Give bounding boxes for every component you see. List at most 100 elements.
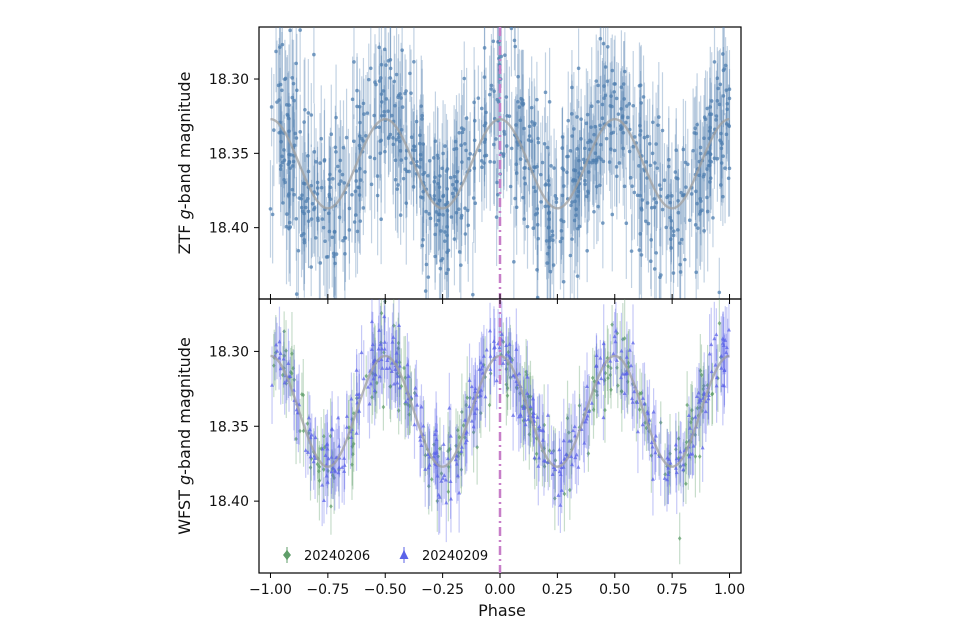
data-point <box>291 366 295 371</box>
data-point <box>548 235 553 240</box>
data-point <box>594 79 599 83</box>
data-point <box>577 403 582 408</box>
data-point <box>529 105 534 110</box>
data-point <box>316 216 320 220</box>
data-point <box>518 118 523 123</box>
data-point <box>329 454 334 459</box>
data-point <box>355 88 359 93</box>
data-point <box>280 88 284 93</box>
data-point <box>512 38 517 43</box>
data-point <box>290 164 295 168</box>
data-point <box>642 401 647 406</box>
data-point <box>652 205 657 210</box>
data-point <box>703 117 708 122</box>
data-point <box>349 396 354 401</box>
data-point <box>414 119 419 124</box>
data-point <box>501 361 506 365</box>
data-point <box>674 470 679 475</box>
data-point <box>358 120 362 125</box>
data-point <box>353 213 358 217</box>
data-point <box>339 179 343 183</box>
data-point <box>476 96 481 100</box>
data-point <box>576 66 581 71</box>
data-point <box>379 62 384 67</box>
data-point <box>364 133 368 138</box>
data-point <box>387 135 391 139</box>
data-point <box>446 448 450 454</box>
data-point <box>427 462 432 467</box>
data-point <box>420 117 424 121</box>
data-point <box>281 356 286 361</box>
data-point <box>649 238 654 242</box>
data-point <box>393 158 398 163</box>
data-point <box>379 310 384 316</box>
data-point <box>645 201 650 205</box>
data-point <box>577 158 581 163</box>
data-point <box>366 77 371 82</box>
data-point <box>598 142 603 147</box>
data-point <box>482 161 486 165</box>
data-point <box>419 443 424 447</box>
data-point <box>295 88 299 93</box>
data-point <box>491 39 496 44</box>
data-point <box>270 212 275 217</box>
data-point <box>537 424 542 429</box>
data-point <box>532 455 537 460</box>
data-point <box>582 440 587 445</box>
data-point <box>296 248 301 253</box>
data-point <box>443 230 447 234</box>
data-point <box>711 216 715 220</box>
data-point <box>301 232 306 236</box>
data-point <box>589 125 593 129</box>
data-point <box>543 90 548 95</box>
data-point <box>489 87 493 91</box>
data-point <box>676 199 680 203</box>
data-point <box>684 481 688 487</box>
data-point <box>420 243 425 248</box>
data-point <box>525 374 530 379</box>
data-point <box>568 253 573 258</box>
data-point <box>690 407 694 413</box>
triangle-marker-icon <box>399 550 409 559</box>
data-point <box>468 395 472 401</box>
data-point <box>343 252 347 256</box>
data-point <box>708 125 712 130</box>
data-point <box>676 436 681 441</box>
data-point <box>286 116 291 121</box>
data-point <box>622 69 627 74</box>
bottom-y-ticks: 18.30 18.35 18.40 <box>209 344 259 510</box>
data-point <box>457 490 462 495</box>
data-point <box>460 160 464 164</box>
data-point <box>464 148 468 153</box>
data-point <box>635 429 640 434</box>
data-point <box>434 223 439 227</box>
data-point <box>559 488 564 492</box>
data-point <box>688 451 693 456</box>
data-point <box>309 113 314 117</box>
data-point <box>707 129 712 133</box>
data-point <box>518 391 522 396</box>
data-point <box>459 263 463 267</box>
data-point <box>380 366 385 370</box>
data-point <box>514 385 519 390</box>
data-point <box>305 450 310 454</box>
data-point <box>424 209 428 214</box>
data-point <box>391 335 396 339</box>
data-point <box>723 338 728 342</box>
data-point <box>455 427 460 433</box>
data-point <box>279 139 284 144</box>
data-point <box>667 457 672 462</box>
data-point <box>418 437 423 442</box>
data-point <box>357 143 362 148</box>
data-point <box>284 224 289 229</box>
data-point <box>423 467 428 471</box>
data-point <box>319 136 324 141</box>
data-point <box>446 489 451 495</box>
data-point <box>585 112 590 117</box>
data-point <box>702 172 706 177</box>
data-point <box>338 158 343 163</box>
data-point <box>480 165 484 170</box>
data-point <box>681 467 686 472</box>
data-point <box>364 373 369 379</box>
data-point <box>523 166 527 170</box>
